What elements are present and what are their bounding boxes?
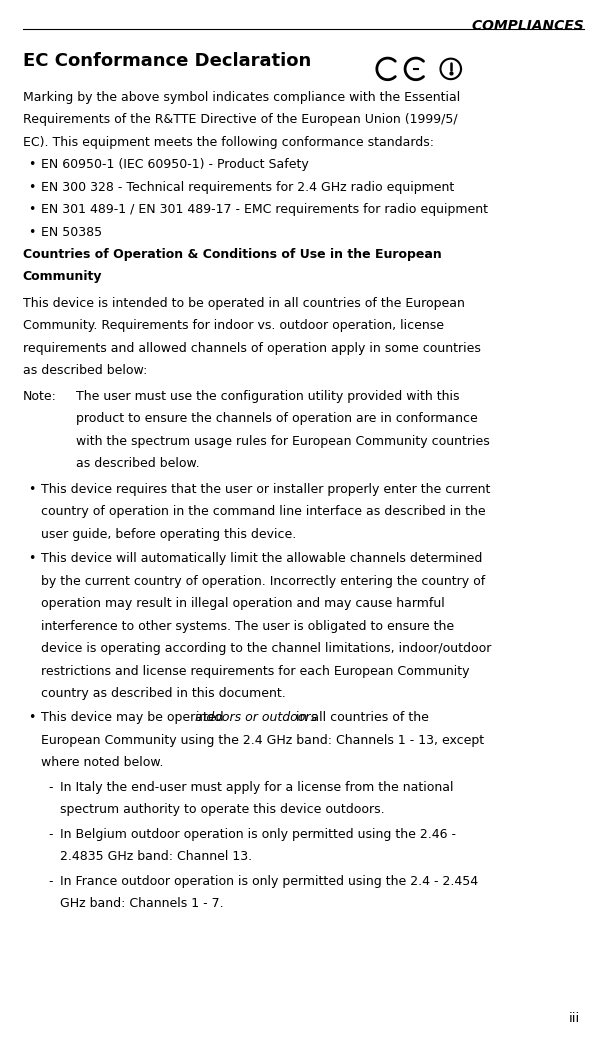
Text: iii: iii: [569, 1013, 580, 1025]
Text: This device requires that the user or installer properly enter the current: This device requires that the user or in…: [41, 482, 490, 496]
Text: operation may result in illegal operation and may cause harmful: operation may result in illegal operatio…: [41, 597, 445, 610]
Text: -: -: [48, 828, 52, 840]
Text: -: -: [48, 781, 52, 793]
Text: The user must use the configuration utility provided with this: The user must use the configuration util…: [76, 389, 459, 403]
Text: Requirements of the R&TTE Directive of the European Union (1999/5/: Requirements of the R&TTE Directive of t…: [23, 113, 457, 126]
Text: EN 60950-1 (IEC 60950-1) - Product Safety: EN 60950-1 (IEC 60950-1) - Product Safet…: [41, 158, 309, 171]
Text: country as described in this document.: country as described in this document.: [41, 687, 285, 699]
Text: restrictions and license requirements for each European Community: restrictions and license requirements fo…: [41, 664, 469, 678]
Text: by the current country of operation. Incorrectly entering the country of: by the current country of operation. Inc…: [41, 574, 485, 588]
Text: interference to other systems. The user is obligated to ensure the: interference to other systems. The user …: [41, 619, 454, 633]
Text: This device may be operated: This device may be operated: [41, 711, 228, 725]
Text: In France outdoor operation is only permitted using the 2.4 - 2.454: In France outdoor operation is only perm…: [60, 875, 478, 887]
Text: Countries of Operation & Conditions of Use in the European: Countries of Operation & Conditions of U…: [23, 247, 442, 261]
Text: •: •: [28, 203, 35, 216]
Text: •: •: [28, 552, 35, 565]
Text: •: •: [28, 711, 35, 725]
Text: Marking by the above symbol indicates compliance with the Essential: Marking by the above symbol indicates co…: [23, 91, 460, 103]
Text: EN 301 489-1 / EN 301 489-17 - EMC requirements for radio equipment: EN 301 489-1 / EN 301 489-17 - EMC requi…: [41, 203, 488, 216]
Text: Community. Requirements for indoor vs. outdoor operation, license: Community. Requirements for indoor vs. o…: [23, 319, 444, 332]
Text: indoors or outdoors: indoors or outdoors: [195, 711, 317, 725]
Text: •: •: [28, 482, 35, 496]
Text: as described below.: as described below.: [76, 457, 200, 470]
Text: user guide, before operating this device.: user guide, before operating this device…: [41, 527, 296, 541]
Text: •: •: [28, 226, 35, 238]
Text: C​OMPLIANCES: C​OMPLIANCES: [472, 19, 584, 33]
Text: requirements and allowed channels of operation apply in some countries: requirements and allowed channels of ope…: [23, 341, 481, 355]
Text: This device will automatically limit the allowable channels determined: This device will automatically limit the…: [41, 552, 482, 565]
Text: GHz band: Channels 1 - 7.: GHz band: Channels 1 - 7.: [60, 897, 224, 910]
Text: spectrum authority to operate this device outdoors.: spectrum authority to operate this devic…: [60, 803, 385, 816]
Text: In Italy the end-user must apply for a license from the national: In Italy the end-user must apply for a l…: [60, 781, 454, 793]
Text: Note:: Note:: [23, 389, 56, 403]
Text: European Community using the 2.4 GHz band: Channels 1 - 13, except: European Community using the 2.4 GHz ban…: [41, 734, 484, 746]
Text: •: •: [28, 158, 35, 171]
Text: product to ensure the channels of operation are in conformance: product to ensure the channels of operat…: [76, 412, 477, 425]
Text: •: •: [28, 181, 35, 193]
Text: country of operation in the command line interface as described in the: country of operation in the command line…: [41, 505, 486, 518]
Text: EN 300 328 - Technical requirements for 2.4 GHz radio equipment: EN 300 328 - Technical requirements for …: [41, 181, 454, 193]
Text: 2.4835 GHz band: Channel 13.: 2.4835 GHz band: Channel 13.: [60, 850, 252, 863]
Text: -: -: [48, 875, 52, 887]
Text: In Belgium outdoor operation is only permitted using the 2.46 -: In Belgium outdoor operation is only per…: [60, 828, 456, 840]
Text: Community: Community: [23, 270, 102, 283]
Text: with the spectrum usage rules for European Community countries: with the spectrum usage rules for Europe…: [76, 434, 489, 448]
Text: EN 50385: EN 50385: [41, 226, 102, 238]
Text: where noted below.: where noted below.: [41, 756, 163, 769]
Text: as described below:: as described below:: [23, 364, 147, 377]
Text: This device is intended to be operated in all countries of the European: This device is intended to be operated i…: [23, 296, 465, 310]
Text: device is operating according to the channel limitations, indoor/outdoor: device is operating according to the cha…: [41, 642, 491, 655]
Text: EC). This equipment meets the following conformance standards:: EC). This equipment meets the following …: [23, 136, 434, 148]
Text: EC Conformance Declaration: EC Conformance Declaration: [23, 52, 311, 70]
Text: in all countries of the: in all countries of the: [292, 711, 429, 725]
